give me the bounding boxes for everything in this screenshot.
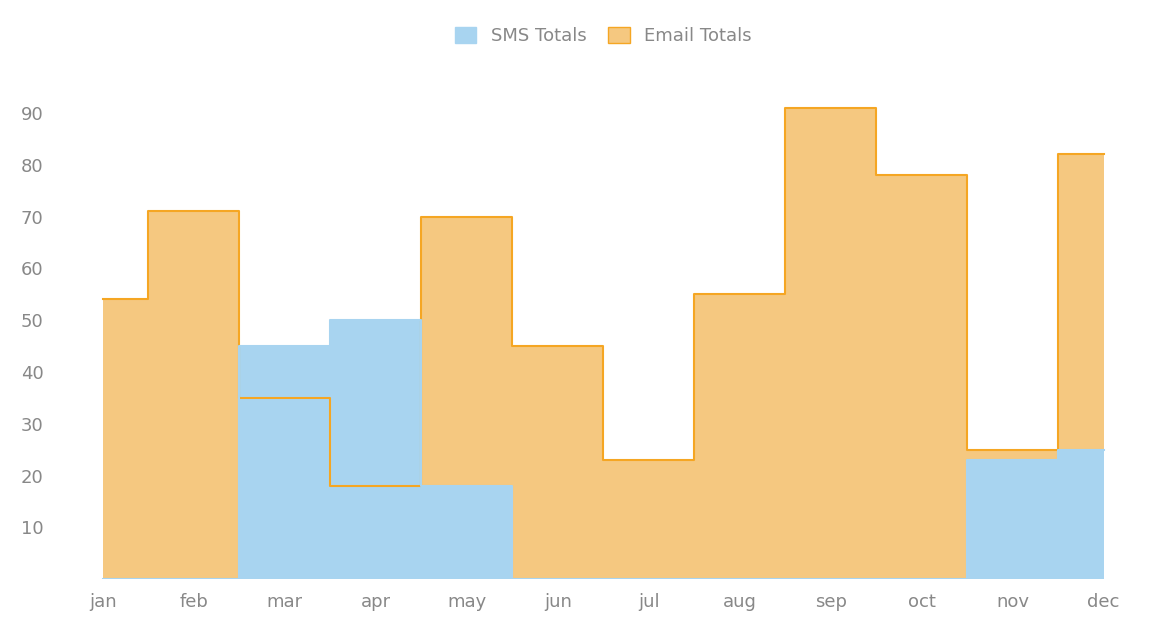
Legend: SMS Totals, Email Totals: SMS Totals, Email Totals (446, 18, 760, 54)
